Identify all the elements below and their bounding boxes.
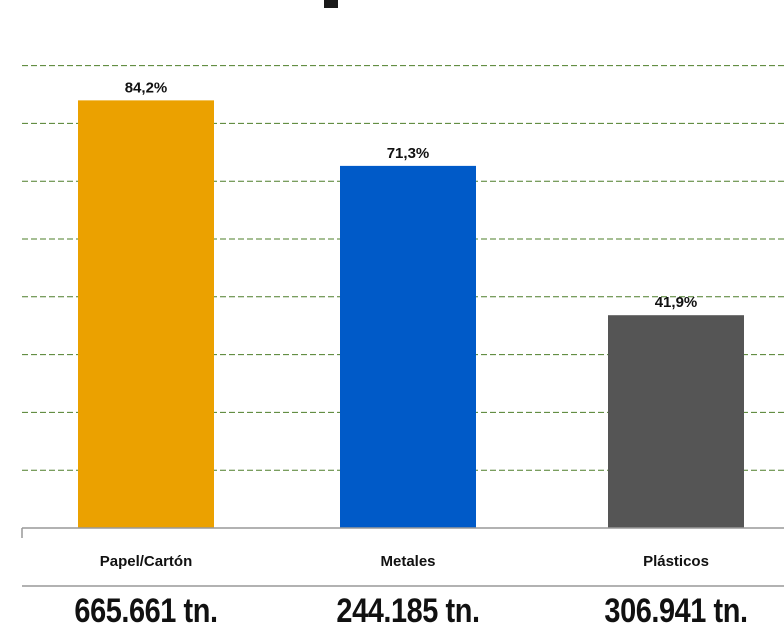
data-label: 41,9% xyxy=(655,294,698,311)
data-label: 84,2% xyxy=(125,79,168,96)
tonnage-papel-carton: 665.661 tn. xyxy=(74,592,218,630)
bar xyxy=(78,100,214,528)
tonnage-plasticos: 306.941 tn. xyxy=(604,592,748,630)
value-labels: 84,2% 71,3% 41,9% xyxy=(125,79,698,311)
category-labels: Papel/Cartón Metales Plásticos xyxy=(100,553,709,570)
tonnage-metales: 244.185 tn. xyxy=(336,592,480,630)
category-label: Metales xyxy=(380,553,435,570)
category-label: Papel/Cartón xyxy=(100,553,193,570)
category-label: Plásticos xyxy=(643,553,709,570)
bar xyxy=(340,165,476,528)
bar xyxy=(608,315,744,528)
data-label: 71,3% xyxy=(387,145,430,162)
bars xyxy=(78,100,744,528)
title-fragment xyxy=(324,0,338,8)
